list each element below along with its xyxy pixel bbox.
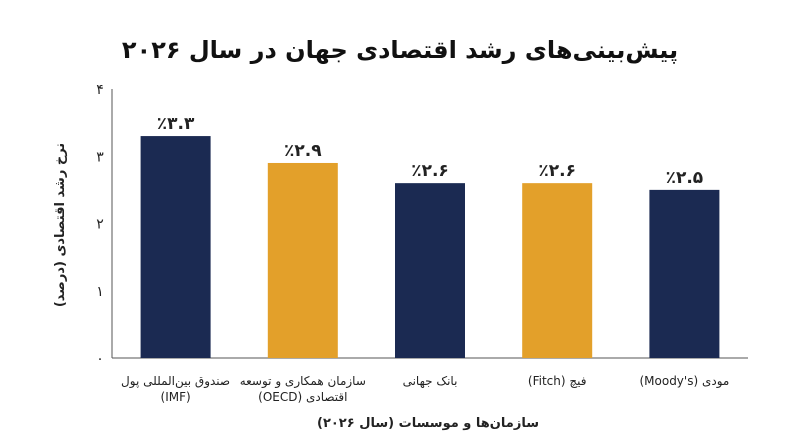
data-label: ٪۲.۵ — [666, 168, 704, 188]
y-tick-label: ۲ — [96, 217, 104, 233]
category-label: صندوق بین‌المللی پول — [121, 374, 230, 389]
chart-title: پیش‌بینی‌های رشد اقتصادی جهان در سال ۲۰۲… — [122, 36, 678, 64]
bar — [522, 183, 593, 358]
category-label: بانک جهانی — [403, 374, 458, 388]
bars — [140, 136, 720, 358]
y-axis-label: نرخ رشد اقتصادی (درصد) — [53, 143, 68, 307]
y-tick-label: ۱ — [96, 284, 104, 300]
category-labels: صندوق بین‌المللی پول(IMF) سازمان همکاری و… — [121, 374, 729, 404]
bar — [140, 136, 211, 358]
x-axis-label: سازمان‌ها و موسسات (سال ۲۰۲۶) — [317, 416, 539, 431]
y-tick-labels: ۰ ۱ ۲ ۳ ۴ — [96, 82, 104, 367]
category-label: (IMF) — [161, 390, 191, 404]
category-label: اقتصادی (OECD) — [258, 390, 347, 404]
data-labels: ٪۳.۳ ٪۲.۹ ٪۲.۶ ٪۲.۶ ٪۲.۵ — [157, 114, 703, 188]
y-tick-label: ۳ — [96, 149, 104, 165]
data-label: ٪۲.۶ — [411, 161, 449, 181]
bar — [395, 183, 465, 358]
category-label: مودی (Moody's) — [639, 374, 729, 389]
y-tick-label: ۰ — [96, 351, 104, 367]
category-label: فیچ (Fitch) — [528, 374, 587, 388]
data-label: ٪۲.۶ — [538, 161, 576, 181]
bar — [649, 189, 720, 358]
y-tick-label: ۴ — [96, 82, 104, 98]
category-label: سازمان همکاری و توسعه — [240, 374, 366, 389]
data-label: ٪۲.۹ — [284, 141, 322, 161]
data-label: ٪۳.۳ — [157, 114, 195, 134]
bar — [267, 162, 338, 358]
